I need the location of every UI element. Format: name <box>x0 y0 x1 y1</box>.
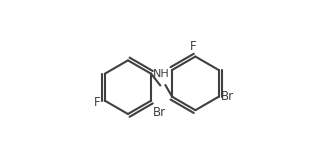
Text: F: F <box>190 40 196 53</box>
Text: Br: Br <box>153 106 166 119</box>
Text: Br: Br <box>221 90 234 102</box>
Text: F: F <box>94 96 101 109</box>
Text: NH: NH <box>153 69 170 79</box>
